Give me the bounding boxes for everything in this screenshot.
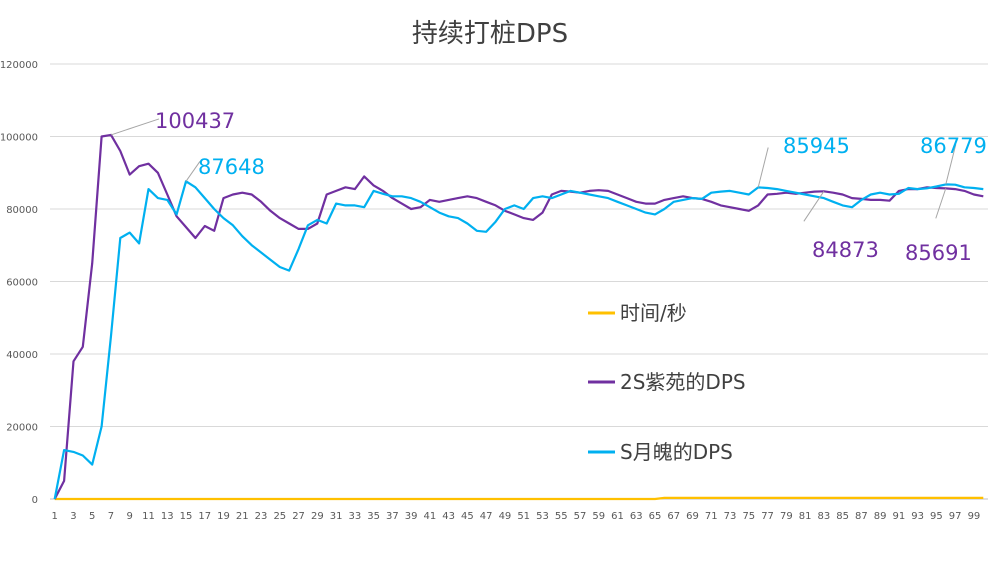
x-tick-label: 69 [686,511,699,522]
x-tick-label: 59 [592,511,605,522]
x-tick-label: 73 [724,511,737,522]
data-annotations: 100437 87648 85945 86779 84873 85691 [110,109,987,265]
x-tick-label: 89 [874,511,887,522]
x-tick-label: 83 [817,511,830,522]
y-axis-ticks: 0 20000 40000 60000 80000 100000 120000 [0,60,38,506]
x-tick-label: 97 [949,511,962,522]
x-tick-label: 29 [311,511,324,522]
legend-label-s: S月魄的DPS [620,440,733,464]
x-tick-label: 17 [198,511,211,522]
series-line-1 [53,133,984,500]
x-tick-label: 19 [217,511,230,522]
x-tick-label: 91 [893,511,906,522]
chart-title: 持续打桩DPS [412,19,568,49]
data-label: 84873 [812,238,879,262]
x-tick-label: 67 [667,511,680,522]
legend: 时间/秒 2S紫苑的DPS S月魄的DPS [588,301,746,464]
annotation-leader [110,118,160,136]
series-line-0 [54,496,984,501]
x-tick-label: 1 [52,511,58,522]
x-tick-label: 11 [142,511,155,522]
x-tick-label: 85 [836,511,849,522]
x-tick-label: 45 [461,511,474,522]
data-label: 86779 [920,134,987,158]
annotation-leader [935,188,947,219]
x-tick-label: 25 [273,511,286,522]
data-label: 85691 [905,241,972,265]
y-tick-label: 100000 [0,133,38,144]
x-tick-label: 9 [127,511,133,522]
series-line-2 [53,180,984,500]
x-tick-label: 57 [574,511,587,522]
x-tick-label: 49 [499,511,512,522]
x-tick-label: 61 [611,511,624,522]
x-tick-label: 23 [255,511,268,522]
data-label: 85945 [783,134,850,158]
y-tick-label: 120000 [0,60,38,71]
grid-lines [50,63,988,500]
x-tick-label: 35 [367,511,380,522]
x-tick-label: 51 [517,511,530,522]
x-tick-label: 31 [330,511,343,522]
annotation-leader [945,144,957,185]
y-tick-label: 80000 [6,205,38,216]
x-tick-label: 15 [180,511,193,522]
x-tick-label: 65 [649,511,662,522]
x-tick-label: 99 [968,511,981,522]
x-tick-label: 71 [705,511,718,522]
x-tick-label: 87 [855,511,868,522]
x-tick-label: 39 [405,511,418,522]
x-tick-label: 77 [761,511,774,522]
x-tick-label: 63 [630,511,643,522]
legend-label-2s: 2S紫苑的DPS [620,370,746,394]
x-tick-label: 47 [480,511,493,522]
data-label: 87648 [198,155,265,179]
x-tick-label: 27 [292,511,305,522]
y-tick-label: 60000 [6,278,38,289]
y-tick-label: 20000 [6,423,38,434]
data-label: 100437 [155,109,235,133]
x-tick-label: 93 [911,511,924,522]
y-tick-label: 40000 [6,350,38,361]
x-tick-label: 43 [442,511,455,522]
x-tick-label: 79 [780,511,793,522]
annotation-leader [803,191,825,222]
annotation-leader [185,160,201,182]
annotation-leader [757,147,769,188]
x-tick-label: 75 [742,511,755,522]
x-tick-label: 33 [348,511,361,522]
x-tick-label: 55 [555,511,568,522]
x-tick-label: 7 [108,511,114,522]
x-tick-label: 37 [386,511,399,522]
x-tick-label: 13 [161,511,174,522]
legend-label-time: 时间/秒 [620,301,687,325]
y-tick-label: 0 [32,495,38,506]
x-axis-ticks: 1 3 5 7 9 11 13 15 17 19 21 23 25 27 29 31 33 35 37 39 41 43 4… [52,511,981,522]
x-tick-label: 53 [536,511,549,522]
x-tick-label: 3 [70,511,76,522]
series-lines [53,133,984,501]
x-tick-label: 41 [424,511,437,522]
x-tick-label: 21 [236,511,249,522]
x-tick-label: 95 [930,511,943,522]
x-tick-label: 81 [799,511,812,522]
x-tick-label: 5 [89,511,95,522]
